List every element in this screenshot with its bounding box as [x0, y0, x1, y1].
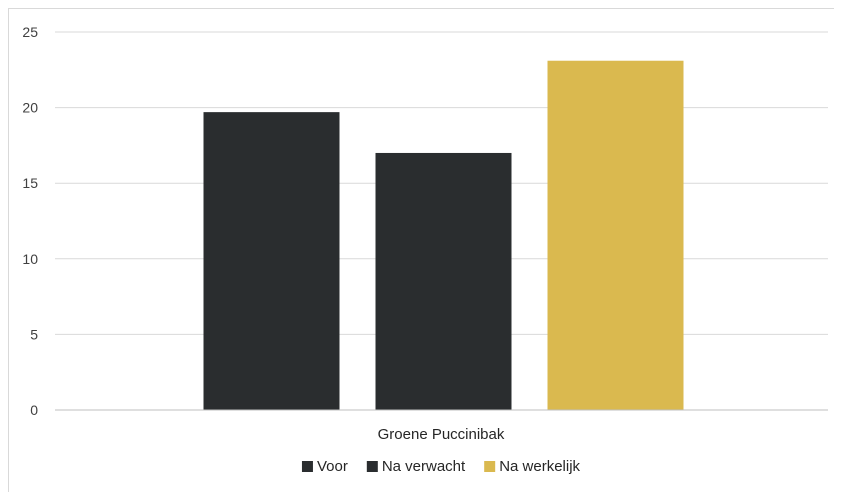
- bar-na-verwacht: [375, 152, 512, 410]
- y-tick-label: 20: [22, 100, 38, 116]
- legend: Voor Na verwacht Na werkelijk: [301, 458, 581, 475]
- category-label: Groene Puccinibak: [378, 426, 505, 443]
- legend-swatch: [484, 461, 496, 472]
- legend-swatch: [301, 461, 313, 472]
- bars: [203, 60, 684, 411]
- y-tick-label: 10: [22, 251, 38, 267]
- y-tick-label: 15: [22, 175, 38, 191]
- legend-item-voor: Voor: [301, 458, 348, 475]
- bar-voor: [203, 112, 340, 411]
- legend-item-na-verwacht: Na verwacht: [366, 458, 466, 475]
- legend-item-na-werkelijk: Na werkelijk: [484, 458, 581, 475]
- y-tick-label: 0: [30, 402, 38, 418]
- y-tick-label: 25: [22, 24, 38, 40]
- y-tick-label: 5: [30, 326, 38, 342]
- bar-na-werkelijk: [547, 60, 684, 411]
- chart-frame: [8, 8, 834, 492]
- legend-label: Na werkelijk: [499, 458, 580, 475]
- legend-label: Voor: [317, 458, 348, 475]
- legend-label: Na verwacht: [382, 458, 466, 475]
- y-axis-ticks: 0 5 10 15 20 25: [22, 24, 38, 418]
- legend-swatch: [366, 461, 378, 472]
